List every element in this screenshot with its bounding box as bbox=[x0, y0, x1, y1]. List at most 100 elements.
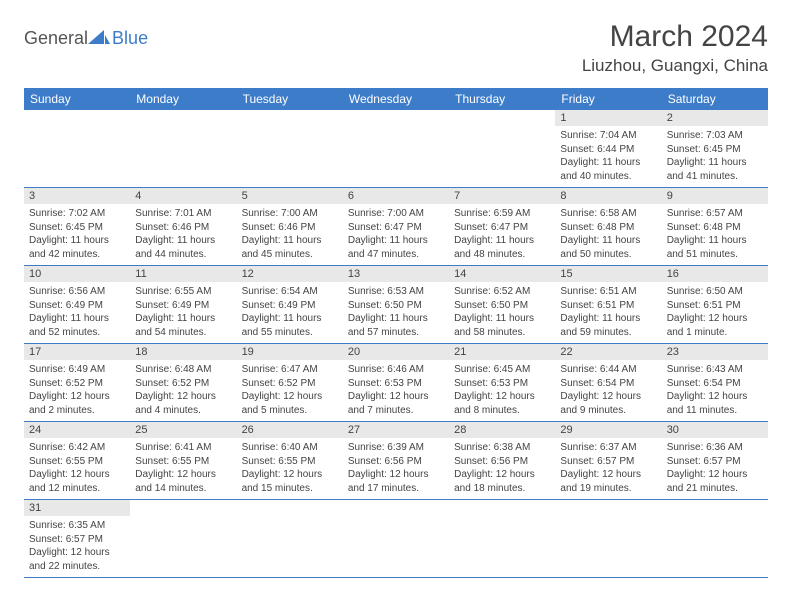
day-number: 30 bbox=[662, 422, 768, 439]
day-daylight2: and 21 minutes. bbox=[667, 482, 763, 496]
day-sunrise: Sunrise: 6:44 AM bbox=[560, 363, 656, 377]
day-sunset: Sunset: 6:49 PM bbox=[135, 299, 231, 313]
logo: General Blue bbox=[24, 28, 148, 49]
day-sunset: Sunset: 6:56 PM bbox=[348, 455, 444, 469]
day-sunrise: Sunrise: 7:04 AM bbox=[560, 129, 656, 143]
day-header: Wednesday bbox=[343, 88, 449, 110]
day-sunset: Sunset: 6:53 PM bbox=[454, 377, 550, 391]
day-cell: Sunrise: 6:50 AMSunset: 6:51 PMDaylight:… bbox=[662, 282, 768, 344]
day-cell bbox=[662, 516, 768, 578]
day-cell: Sunrise: 7:04 AMSunset: 6:44 PMDaylight:… bbox=[555, 126, 661, 188]
day-daylight1: Daylight: 12 hours bbox=[135, 468, 231, 482]
day-sunset: Sunset: 6:57 PM bbox=[560, 455, 656, 469]
day-sunset: Sunset: 6:55 PM bbox=[29, 455, 125, 469]
logo-text-general: General bbox=[24, 28, 88, 49]
day-daylight1: Daylight: 12 hours bbox=[29, 468, 125, 482]
day-number bbox=[449, 110, 555, 126]
day-daylight1: Daylight: 11 hours bbox=[135, 312, 231, 326]
location: Liuzhou, Guangxi, China bbox=[582, 56, 768, 76]
day-sunrise: Sunrise: 6:55 AM bbox=[135, 285, 231, 299]
day-sunrise: Sunrise: 6:48 AM bbox=[135, 363, 231, 377]
day-cell: Sunrise: 6:48 AMSunset: 6:52 PMDaylight:… bbox=[130, 360, 236, 422]
day-number bbox=[130, 110, 236, 126]
day-sunset: Sunset: 6:47 PM bbox=[454, 221, 550, 235]
day-cell: Sunrise: 7:01 AMSunset: 6:46 PMDaylight:… bbox=[130, 204, 236, 266]
day-sunset: Sunset: 6:50 PM bbox=[454, 299, 550, 313]
day-sunset: Sunset: 6:57 PM bbox=[29, 533, 125, 547]
daynum-row: 24252627282930 bbox=[24, 422, 768, 439]
day-daylight2: and 18 minutes. bbox=[454, 482, 550, 496]
day-cell: Sunrise: 7:02 AMSunset: 6:45 PMDaylight:… bbox=[24, 204, 130, 266]
day-number: 23 bbox=[662, 344, 768, 361]
day-sunrise: Sunrise: 6:56 AM bbox=[29, 285, 125, 299]
day-sunset: Sunset: 6:46 PM bbox=[242, 221, 338, 235]
day-cell bbox=[237, 516, 343, 578]
day-sunset: Sunset: 6:56 PM bbox=[454, 455, 550, 469]
day-daylight2: and 2 minutes. bbox=[29, 404, 125, 418]
day-daylight1: Daylight: 12 hours bbox=[242, 468, 338, 482]
day-sunset: Sunset: 6:54 PM bbox=[667, 377, 763, 391]
day-sunset: Sunset: 6:46 PM bbox=[135, 221, 231, 235]
day-cell: Sunrise: 6:38 AMSunset: 6:56 PMDaylight:… bbox=[449, 438, 555, 500]
day-sunset: Sunset: 6:45 PM bbox=[667, 143, 763, 157]
day-daylight1: Daylight: 11 hours bbox=[667, 156, 763, 170]
day-daylight2: and 50 minutes. bbox=[560, 248, 656, 262]
day-sunrise: Sunrise: 6:42 AM bbox=[29, 441, 125, 455]
day-cell: Sunrise: 6:37 AMSunset: 6:57 PMDaylight:… bbox=[555, 438, 661, 500]
day-number bbox=[237, 110, 343, 126]
day-cell: Sunrise: 6:42 AMSunset: 6:55 PMDaylight:… bbox=[24, 438, 130, 500]
week-row: Sunrise: 6:56 AMSunset: 6:49 PMDaylight:… bbox=[24, 282, 768, 344]
day-cell: Sunrise: 7:00 AMSunset: 6:46 PMDaylight:… bbox=[237, 204, 343, 266]
day-number: 4 bbox=[130, 188, 236, 205]
day-cell: Sunrise: 6:46 AMSunset: 6:53 PMDaylight:… bbox=[343, 360, 449, 422]
day-sunset: Sunset: 6:48 PM bbox=[667, 221, 763, 235]
day-number: 26 bbox=[237, 422, 343, 439]
day-daylight2: and 12 minutes. bbox=[29, 482, 125, 496]
day-daylight1: Daylight: 12 hours bbox=[242, 390, 338, 404]
day-cell bbox=[343, 516, 449, 578]
day-number: 6 bbox=[343, 188, 449, 205]
week-row: Sunrise: 6:49 AMSunset: 6:52 PMDaylight:… bbox=[24, 360, 768, 422]
day-cell bbox=[24, 126, 130, 188]
day-daylight1: Daylight: 12 hours bbox=[667, 312, 763, 326]
day-daylight2: and 55 minutes. bbox=[242, 326, 338, 340]
day-sunrise: Sunrise: 7:02 AM bbox=[29, 207, 125, 221]
day-number bbox=[24, 110, 130, 126]
day-sunrise: Sunrise: 7:03 AM bbox=[667, 129, 763, 143]
day-number: 3 bbox=[24, 188, 130, 205]
day-daylight2: and 44 minutes. bbox=[135, 248, 231, 262]
day-daylight1: Daylight: 12 hours bbox=[348, 390, 444, 404]
day-daylight1: Daylight: 12 hours bbox=[667, 390, 763, 404]
day-daylight2: and 42 minutes. bbox=[29, 248, 125, 262]
day-cell: Sunrise: 6:57 AMSunset: 6:48 PMDaylight:… bbox=[662, 204, 768, 266]
logo-text-blue: Blue bbox=[112, 28, 148, 49]
day-daylight1: Daylight: 12 hours bbox=[560, 390, 656, 404]
day-sunrise: Sunrise: 6:41 AM bbox=[135, 441, 231, 455]
day-number: 10 bbox=[24, 266, 130, 283]
day-sunset: Sunset: 6:55 PM bbox=[135, 455, 231, 469]
day-daylight1: Daylight: 12 hours bbox=[454, 390, 550, 404]
day-cell: Sunrise: 6:53 AMSunset: 6:50 PMDaylight:… bbox=[343, 282, 449, 344]
day-sunset: Sunset: 6:52 PM bbox=[29, 377, 125, 391]
day-number: 7 bbox=[449, 188, 555, 205]
day-number: 25 bbox=[130, 422, 236, 439]
day-daylight2: and 5 minutes. bbox=[242, 404, 338, 418]
day-sunrise: Sunrise: 6:38 AM bbox=[454, 441, 550, 455]
day-cell: Sunrise: 6:39 AMSunset: 6:56 PMDaylight:… bbox=[343, 438, 449, 500]
day-daylight2: and 1 minute. bbox=[667, 326, 763, 340]
day-sunrise: Sunrise: 6:52 AM bbox=[454, 285, 550, 299]
day-number bbox=[343, 110, 449, 126]
day-sunset: Sunset: 6:52 PM bbox=[242, 377, 338, 391]
day-sunrise: Sunrise: 6:51 AM bbox=[560, 285, 656, 299]
day-sunset: Sunset: 6:47 PM bbox=[348, 221, 444, 235]
day-number: 27 bbox=[343, 422, 449, 439]
day-daylight1: Daylight: 11 hours bbox=[348, 312, 444, 326]
day-number: 13 bbox=[343, 266, 449, 283]
day-number: 29 bbox=[555, 422, 661, 439]
day-daylight1: Daylight: 11 hours bbox=[454, 312, 550, 326]
day-number bbox=[237, 500, 343, 517]
day-cell: Sunrise: 7:03 AMSunset: 6:45 PMDaylight:… bbox=[662, 126, 768, 188]
day-daylight2: and 41 minutes. bbox=[667, 170, 763, 184]
day-number: 16 bbox=[662, 266, 768, 283]
day-cell bbox=[130, 126, 236, 188]
